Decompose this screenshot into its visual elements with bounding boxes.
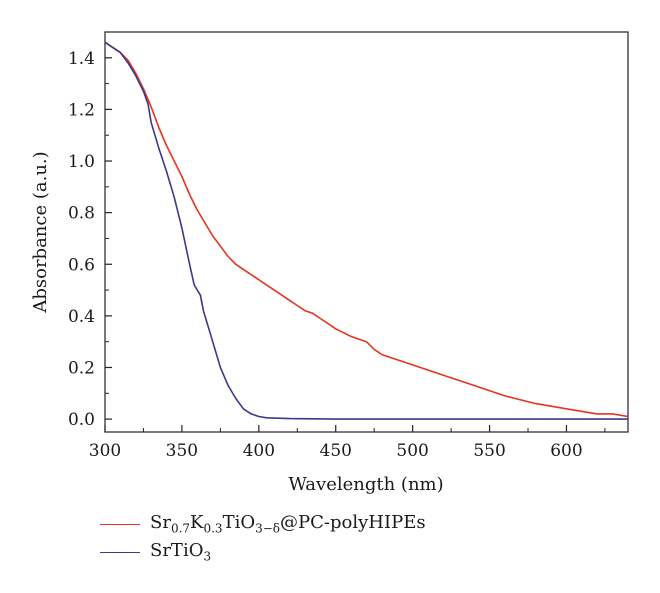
x-tick-label-550: 550 — [473, 441, 505, 461]
legend-swatch-series-2 — [100, 551, 140, 553]
series-line-1 — [104, 41, 629, 418]
y-axis-title: Absorbance (a.u.) — [30, 151, 51, 313]
y-tick-label-1.2: 1.2 — [68, 100, 95, 120]
x-tick-label-500: 500 — [396, 441, 428, 461]
series-layer — [104, 41, 629, 420]
plot-frame — [104, 31, 629, 433]
plot-area — [104, 31, 629, 433]
series-line-2 — [104, 41, 628, 420]
y-tick-label-0.4: 0.4 — [68, 307, 95, 327]
y-tick-label-0.6: 0.6 — [68, 255, 95, 275]
y-tick-label-0.2: 0.2 — [68, 358, 95, 378]
x-tick-label-300: 300 — [89, 441, 121, 461]
legend-label-series-2: SrTiO3 — [150, 540, 212, 564]
legend-swatch-series-1 — [100, 523, 140, 525]
x-axis-title: Wavelength (nm) — [288, 474, 443, 495]
y-tick-label-1.4: 1.4 — [68, 49, 95, 69]
legend-item-series-2: SrTiO3 — [100, 538, 426, 566]
x-tick-label-600: 600 — [550, 441, 582, 461]
x-tick-label-450: 450 — [320, 441, 352, 461]
y-tick-label-0.8: 0.8 — [68, 204, 95, 224]
x-tick-label-400: 400 — [243, 441, 275, 461]
y-tick-label-0.0: 0.0 — [68, 410, 95, 430]
legend-item-series-1: Sr0.7K0.3TiO3−δ@PC-polyHIPEs — [100, 510, 426, 538]
legend: Sr0.7K0.3TiO3−δ@PC-polyHIPEs SrTiO3 — [100, 510, 426, 566]
tick-layer: 300 350 400 450 500 550 600 0.0 0.2 0.4 0.6 0.8 1.0 1… — [68, 31, 606, 461]
legend-label-series-1: Sr0.7K0.3TiO3−δ@PC-polyHIPEs — [150, 512, 426, 536]
x-tick-label-350: 350 — [166, 441, 198, 461]
y-tick-label-1.0: 1.0 — [68, 152, 95, 172]
